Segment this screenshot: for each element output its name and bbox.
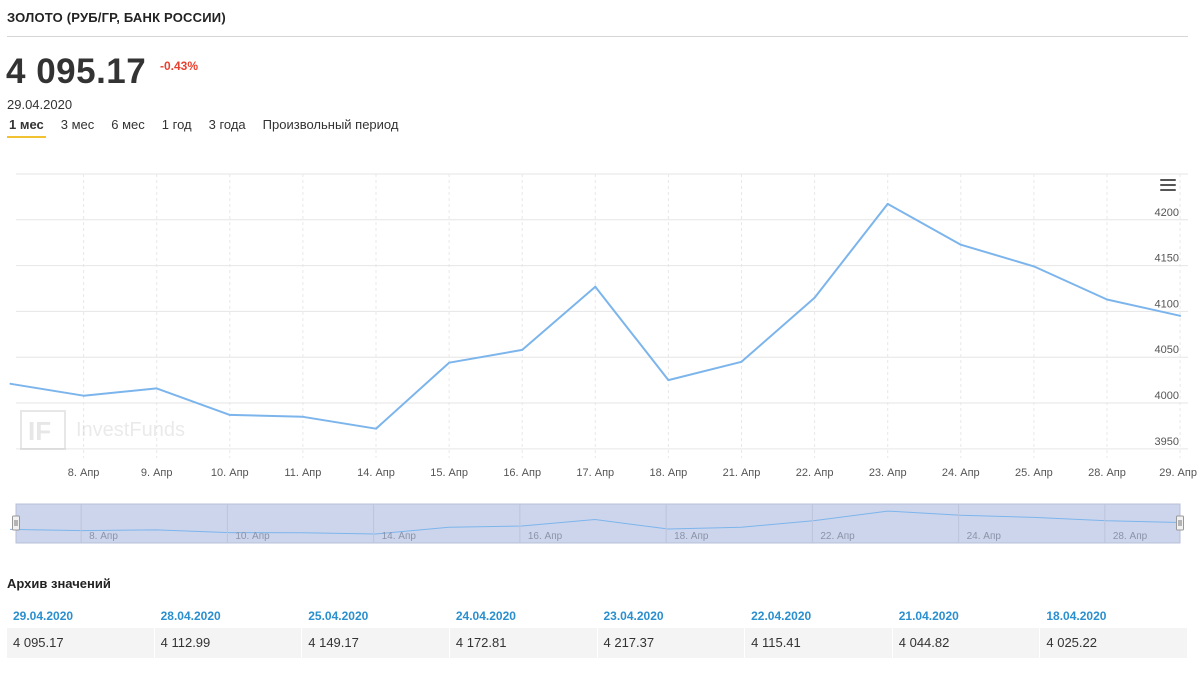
data-point xyxy=(667,379,670,382)
x-tick-label: 8. Апр xyxy=(68,467,100,479)
navigator-tick-label: 16. Апр xyxy=(528,531,563,542)
title-divider xyxy=(7,36,1188,37)
archive-date[interactable]: 21.04.2020 xyxy=(898,609,959,623)
price-date: 29.04.2020 xyxy=(7,97,73,112)
navigator-window[interactable] xyxy=(15,503,1181,544)
navigator-tick-label: 10. Апр xyxy=(235,531,270,542)
x-tick-label: 22. Апр xyxy=(796,467,834,479)
data-point xyxy=(1032,265,1035,268)
period-1-month[interactable]: 1 мес xyxy=(7,117,46,138)
archive-dates-row: 29.04.2020 28.04.2020 25.04.2020 24.04.2020… xyxy=(7,604,1188,628)
data-point xyxy=(301,415,304,418)
x-tick-label: 16. Апр xyxy=(503,467,541,479)
period-6-months[interactable]: 6 мес xyxy=(111,117,145,132)
archive-value: 4 115.41 xyxy=(745,628,893,658)
data-point xyxy=(9,382,12,385)
x-tick-label: 29. Апр xyxy=(1159,467,1197,479)
archive-date[interactable]: 23.04.2020 xyxy=(603,609,664,623)
archive-date[interactable]: 18.04.2020 xyxy=(1046,609,1107,623)
archive-values-row: 4 095.17 4 112.99 4 149.17 4 172.81 4 217.37… xyxy=(7,628,1188,658)
x-tick-label: 18. Апр xyxy=(650,467,688,479)
y-tick-label: 4000 xyxy=(1155,390,1179,402)
x-tick-label: 10. Апр xyxy=(211,467,249,479)
data-point xyxy=(813,296,816,299)
navigator-series xyxy=(9,510,1181,535)
navigator-left-handle[interactable] xyxy=(12,515,20,531)
archive-value: 4 172.81 xyxy=(450,628,598,658)
y-tick-label: 4100 xyxy=(1155,298,1179,310)
x-tick-label: 25. Апр xyxy=(1015,467,1053,479)
period-1-year[interactable]: 1 год xyxy=(161,117,192,132)
navigator-tick-label: 22. Апр xyxy=(820,531,855,542)
data-point xyxy=(228,413,231,416)
data-point xyxy=(959,243,962,246)
archive-title: Архив значений xyxy=(7,576,111,591)
period-3-months[interactable]: 3 мес xyxy=(60,117,95,132)
y-tick-label: 4200 xyxy=(1155,207,1179,219)
current-price: 4 095.17 xyxy=(6,52,147,91)
data-point xyxy=(886,202,889,205)
x-tick-label: 24. Апр xyxy=(942,467,980,479)
x-tick-label: 23. Апр xyxy=(869,467,907,479)
watermark-text: InvestFunds xyxy=(76,418,185,441)
navigator-tick-label: 28. Апр xyxy=(1113,531,1148,542)
navigator-tick-label: 18. Апр xyxy=(674,531,709,542)
x-tick-label: 15. Апр xyxy=(430,467,468,479)
archive-value: 4 149.17 xyxy=(302,628,450,658)
archive-date[interactable]: 29.04.2020 xyxy=(13,609,74,623)
archive-value: 4 025.22 xyxy=(1040,628,1188,658)
hamburger-icon[interactable] xyxy=(1160,179,1176,193)
archive-value: 4 095.17 xyxy=(7,628,155,658)
navigator-tick-label: 24. Апр xyxy=(967,531,1002,542)
navigator-tick-label: 8. Апр xyxy=(89,531,118,542)
period-custom[interactable]: Произвольный период xyxy=(262,117,399,132)
page-title: ЗОЛОТО (РУБ/ГР, БАНК РОССИИ) xyxy=(7,10,226,25)
archive-date[interactable]: 24.04.2020 xyxy=(455,609,516,623)
x-tick-label: 21. Апр xyxy=(723,467,761,479)
investfunds-watermark: InvestFunds xyxy=(20,410,185,450)
data-point xyxy=(1179,314,1182,317)
archive-date[interactable]: 25.04.2020 xyxy=(308,609,369,623)
navigator-tick-label: 14. Апр xyxy=(382,531,417,542)
x-tick-label: 28. Апр xyxy=(1088,467,1126,479)
investfunds-logo-icon xyxy=(20,410,66,450)
archive-date[interactable]: 22.04.2020 xyxy=(751,609,812,623)
archive-value: 4 112.99 xyxy=(155,628,303,658)
price-change: -0.43% xyxy=(160,59,199,73)
y-tick-label: 3950 xyxy=(1155,436,1179,448)
data-point xyxy=(521,348,524,351)
y-tick-label: 4150 xyxy=(1155,253,1179,265)
data-point xyxy=(1106,298,1108,301)
y-tick-label: 4050 xyxy=(1155,344,1179,356)
archive-value: 4 044.82 xyxy=(893,628,1041,658)
x-tick-label: 14. Апр xyxy=(357,467,395,479)
archive-value: 4 217.37 xyxy=(598,628,746,658)
data-point xyxy=(375,427,377,430)
archive-date[interactable]: 28.04.2020 xyxy=(160,609,221,623)
period-3-years[interactable]: 3 года xyxy=(208,117,246,132)
x-tick-label: 11. Апр xyxy=(284,467,321,479)
chart-svg: 3950 4000 4050 4100 4150 4200 8. Апр 9. Апр 10. … xyxy=(9,173,1197,544)
period-selector: 1 мес 3 мес 6 мес 1 год 3 года Произволь… xyxy=(7,117,413,138)
navigator-right-handle[interactable] xyxy=(1176,515,1184,531)
x-tick-label: 17. Апр xyxy=(576,467,614,479)
data-point xyxy=(82,394,85,397)
x-tick-label: 9. Апр xyxy=(141,467,173,479)
data-point xyxy=(155,387,158,390)
data-point xyxy=(594,285,597,288)
price-chart: 3950 4000 4050 4100 4150 4200 8. Апр 9. Апр 10. … xyxy=(0,160,1200,555)
data-point xyxy=(740,360,743,363)
series-line xyxy=(10,202,1181,430)
data-point xyxy=(448,361,451,364)
